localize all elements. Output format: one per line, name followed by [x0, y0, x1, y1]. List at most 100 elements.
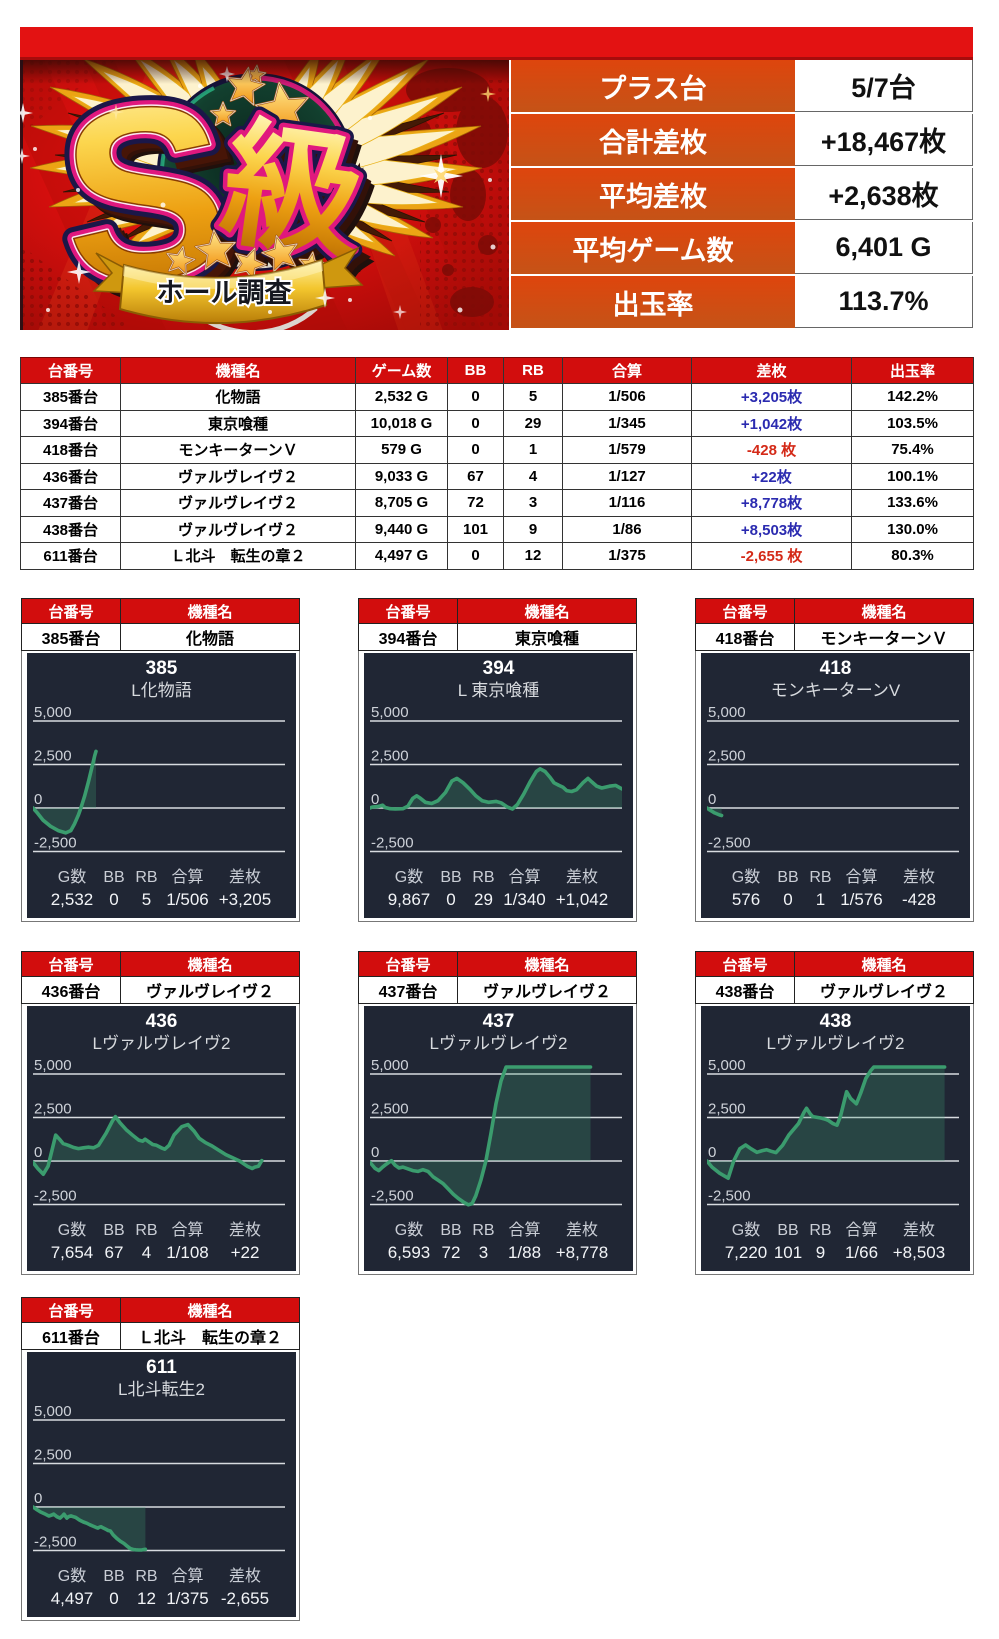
svg-text:2,500: 2,500 [34, 1101, 72, 1118]
svg-text:G数: G数 [395, 1221, 423, 1239]
svg-text:差枚: 差枚 [229, 1567, 261, 1585]
svg-text:G数: G数 [732, 1221, 760, 1239]
svg-text:385: 385 [146, 658, 178, 679]
svg-text:Lヴァルヴレイヴ2: Lヴァルヴレイヴ2 [767, 1034, 905, 1053]
svg-text:418: 418 [820, 658, 852, 679]
svg-text:-2,500: -2,500 [34, 1534, 77, 1551]
svg-text:7,220: 7,220 [725, 1243, 768, 1262]
svg-text:Lヴァルヴレイヴ2: Lヴァルヴレイヴ2 [93, 1034, 231, 1053]
svg-text:1/66: 1/66 [845, 1243, 878, 1262]
svg-text:S: S [65, 61, 246, 330]
svg-text:BB: BB [440, 869, 461, 886]
svg-text:2,500: 2,500 [34, 1447, 72, 1464]
svg-text:RB: RB [472, 869, 494, 886]
svg-text:差枚: 差枚 [566, 1221, 598, 1239]
svg-text:級: 級 [222, 118, 381, 290]
svg-text:L 東京喰種: L 東京喰種 [458, 681, 540, 700]
svg-text:G数: G数 [58, 868, 86, 886]
svg-text:合算: 合算 [171, 1566, 203, 1585]
svg-text:29: 29 [474, 890, 493, 909]
svg-text:5,000: 5,000 [34, 1403, 72, 1420]
svg-text:6,593: 6,593 [388, 1243, 431, 1262]
svg-text:-2,655: -2,655 [221, 1589, 269, 1608]
svg-text:-2,500: -2,500 [371, 1188, 414, 1205]
svg-text:+22: +22 [231, 1243, 260, 1262]
svg-text:BB: BB [103, 1568, 124, 1585]
svg-text:合算: 合算 [171, 1220, 203, 1239]
svg-text:0: 0 [708, 1144, 716, 1161]
svg-text:67: 67 [105, 1243, 124, 1262]
svg-text:差枚: 差枚 [903, 1221, 935, 1239]
svg-text:1/340: 1/340 [503, 890, 546, 909]
svg-text:合算: 合算 [845, 1220, 877, 1239]
svg-text:合算: 合算 [508, 1220, 540, 1239]
svg-text:0: 0 [783, 890, 792, 909]
svg-text:0: 0 [109, 1589, 118, 1608]
svg-text:RB: RB [809, 1222, 831, 1239]
svg-text:-2,500: -2,500 [371, 835, 414, 852]
svg-text:+8,778: +8,778 [556, 1243, 608, 1262]
svg-text:RB: RB [135, 1568, 157, 1585]
svg-text:合算: 合算 [508, 867, 540, 886]
svg-text:RB: RB [809, 869, 831, 886]
svg-text:L化物語: L化物語 [131, 681, 191, 700]
svg-text:438: 438 [820, 1011, 852, 1032]
svg-text:2,500: 2,500 [708, 1101, 746, 1118]
svg-text:394: 394 [483, 658, 515, 679]
svg-text:RB: RB [135, 1222, 157, 1239]
svg-text:611: 611 [146, 1357, 177, 1378]
svg-text:1/576: 1/576 [840, 890, 883, 909]
svg-text:4,497: 4,497 [51, 1589, 94, 1608]
svg-text:モンキーターンV: モンキーターンV [771, 681, 901, 700]
svg-text:436: 436 [146, 1011, 178, 1032]
svg-text:5,000: 5,000 [34, 1057, 72, 1074]
svg-text:-2,500: -2,500 [708, 1188, 751, 1205]
svg-text:+1,042: +1,042 [556, 890, 608, 909]
svg-text:5,000: 5,000 [371, 1057, 409, 1074]
svg-text:+8,503: +8,503 [893, 1243, 945, 1262]
svg-text:9: 9 [816, 1243, 825, 1262]
svg-text:0: 0 [446, 890, 455, 909]
svg-text:差枚: 差枚 [229, 1221, 261, 1239]
svg-text:-2,500: -2,500 [34, 835, 77, 852]
svg-text:0: 0 [109, 890, 118, 909]
svg-text:G数: G数 [58, 1567, 86, 1585]
svg-text:101: 101 [774, 1243, 802, 1262]
svg-text:5,000: 5,000 [34, 704, 72, 721]
svg-text:0: 0 [371, 791, 379, 808]
svg-text:1/88: 1/88 [508, 1243, 541, 1262]
svg-text:BB: BB [777, 1222, 798, 1239]
svg-text:1/506: 1/506 [166, 890, 209, 909]
svg-text:-428: -428 [902, 890, 936, 909]
svg-text:0: 0 [34, 791, 42, 808]
svg-text:Lヴァルヴレイヴ2: Lヴァルヴレイヴ2 [430, 1034, 568, 1053]
svg-text:3: 3 [479, 1243, 488, 1262]
svg-text:1/108: 1/108 [166, 1243, 209, 1262]
svg-text:5: 5 [142, 890, 151, 909]
svg-text:1: 1 [816, 890, 825, 909]
svg-text:BB: BB [103, 869, 124, 886]
svg-text:2,500: 2,500 [34, 748, 72, 765]
svg-text:437: 437 [483, 1011, 515, 1032]
svg-text:差枚: 差枚 [566, 868, 598, 886]
svg-text:合算: 合算 [845, 867, 877, 886]
svg-text:ホール調査: ホール調査 [157, 278, 292, 308]
svg-text:0: 0 [371, 1144, 379, 1161]
svg-text:576: 576 [732, 890, 760, 909]
svg-text:差枚: 差枚 [903, 868, 935, 886]
svg-text:BB: BB [440, 1222, 461, 1239]
svg-text:RB: RB [135, 869, 157, 886]
svg-text:2,500: 2,500 [708, 748, 746, 765]
svg-text:-2,500: -2,500 [34, 1188, 77, 1205]
svg-text:+3,205: +3,205 [219, 890, 271, 909]
svg-text:BB: BB [103, 1222, 124, 1239]
svg-text:0: 0 [708, 791, 716, 808]
svg-text:9,867: 9,867 [388, 890, 431, 909]
svg-text:G数: G数 [58, 1221, 86, 1239]
svg-text:合算: 合算 [171, 867, 203, 886]
svg-text:-2,500: -2,500 [708, 835, 751, 852]
svg-text:5,000: 5,000 [708, 704, 746, 721]
svg-text:12: 12 [137, 1589, 156, 1608]
svg-text:BB: BB [777, 869, 798, 886]
svg-text:0: 0 [34, 1490, 42, 1507]
